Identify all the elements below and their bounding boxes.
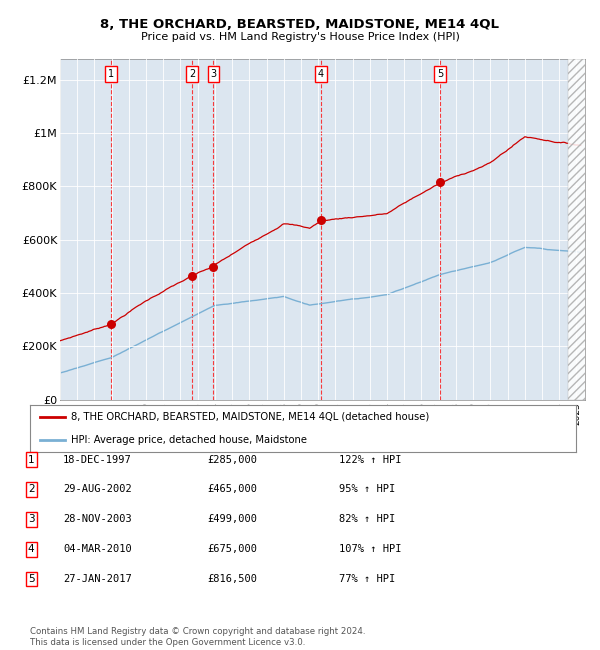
Polygon shape bbox=[568, 58, 587, 400]
Text: £816,500: £816,500 bbox=[207, 574, 257, 584]
Text: 77% ↑ HPI: 77% ↑ HPI bbox=[339, 574, 395, 584]
Text: 2: 2 bbox=[189, 69, 195, 79]
Text: £465,000: £465,000 bbox=[207, 484, 257, 495]
Text: 4: 4 bbox=[28, 544, 35, 554]
Text: 8, THE ORCHARD, BEARSTED, MAIDSTONE, ME14 4QL: 8, THE ORCHARD, BEARSTED, MAIDSTONE, ME1… bbox=[101, 18, 499, 31]
Text: 2: 2 bbox=[28, 484, 35, 495]
Text: HPI: Average price, detached house, Maidstone: HPI: Average price, detached house, Maid… bbox=[71, 435, 307, 445]
Text: £675,000: £675,000 bbox=[207, 544, 257, 554]
Text: 29-AUG-2002: 29-AUG-2002 bbox=[63, 484, 132, 495]
Text: 1: 1 bbox=[108, 69, 114, 79]
Text: 04-MAR-2010: 04-MAR-2010 bbox=[63, 544, 132, 554]
Text: 95% ↑ HPI: 95% ↑ HPI bbox=[339, 484, 395, 495]
Text: £499,000: £499,000 bbox=[207, 514, 257, 525]
Text: 3: 3 bbox=[211, 69, 217, 79]
Text: Contains HM Land Registry data © Crown copyright and database right 2024.
This d: Contains HM Land Registry data © Crown c… bbox=[30, 627, 365, 647]
Text: 5: 5 bbox=[28, 574, 35, 584]
Text: 1: 1 bbox=[28, 454, 35, 465]
Text: 82% ↑ HPI: 82% ↑ HPI bbox=[339, 514, 395, 525]
Text: 122% ↑ HPI: 122% ↑ HPI bbox=[339, 454, 401, 465]
Text: 5: 5 bbox=[437, 69, 443, 79]
Text: 4: 4 bbox=[318, 69, 324, 79]
Text: £285,000: £285,000 bbox=[207, 454, 257, 465]
Text: Price paid vs. HM Land Registry's House Price Index (HPI): Price paid vs. HM Land Registry's House … bbox=[140, 32, 460, 42]
Text: 28-NOV-2003: 28-NOV-2003 bbox=[63, 514, 132, 525]
Text: 27-JAN-2017: 27-JAN-2017 bbox=[63, 574, 132, 584]
Text: 3: 3 bbox=[28, 514, 35, 525]
Text: 107% ↑ HPI: 107% ↑ HPI bbox=[339, 544, 401, 554]
Text: 18-DEC-1997: 18-DEC-1997 bbox=[63, 454, 132, 465]
Text: 8, THE ORCHARD, BEARSTED, MAIDSTONE, ME14 4QL (detached house): 8, THE ORCHARD, BEARSTED, MAIDSTONE, ME1… bbox=[71, 411, 429, 422]
